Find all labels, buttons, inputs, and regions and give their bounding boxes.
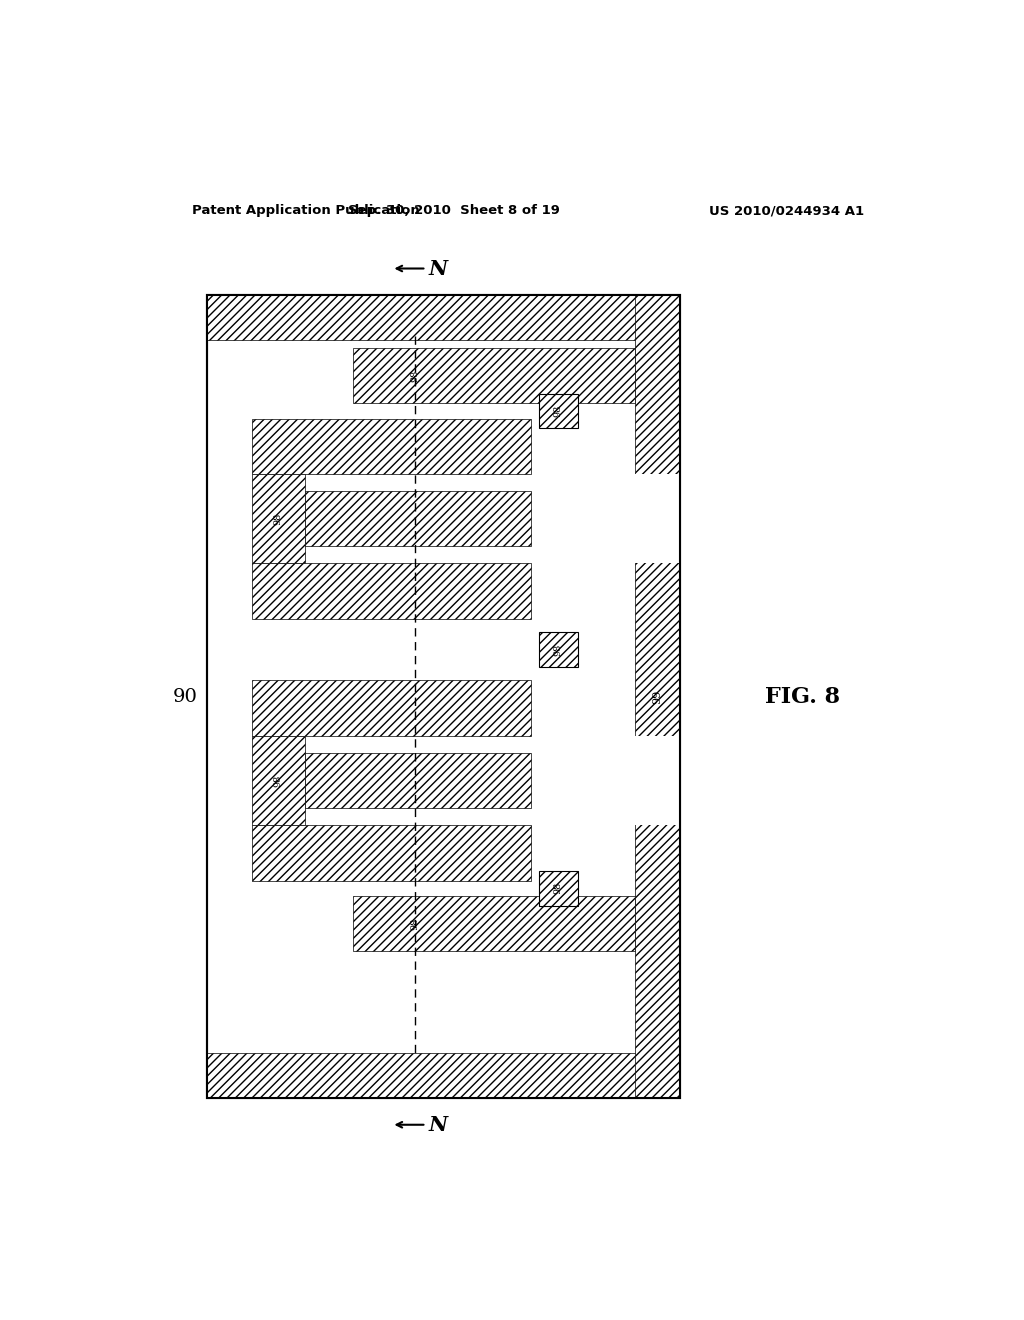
Bar: [635, 296, 680, 1098]
Bar: [252, 418, 531, 474]
Text: N: N: [428, 259, 447, 279]
Bar: [252, 681, 531, 737]
Text: 98: 98: [554, 405, 562, 417]
Text: 98: 98: [411, 370, 419, 381]
Bar: [252, 825, 531, 880]
Bar: [635, 737, 680, 825]
Bar: [635, 474, 680, 564]
Text: 98: 98: [273, 775, 283, 787]
Bar: [207, 1053, 680, 1098]
Text: 99: 99: [652, 689, 663, 704]
Bar: [252, 564, 531, 619]
Text: FIG. 8: FIG. 8: [765, 685, 840, 708]
Bar: [207, 296, 680, 1098]
Bar: [207, 296, 680, 341]
Text: Sep. 30, 2010  Sheet 8 of 19: Sep. 30, 2010 Sheet 8 of 19: [347, 205, 559, 218]
Text: US 2010/0244934 A1: US 2010/0244934 A1: [710, 205, 864, 218]
Text: 98: 98: [273, 512, 283, 525]
Bar: [252, 737, 305, 825]
Bar: [539, 871, 578, 906]
Text: 90: 90: [173, 688, 198, 706]
Text: 98: 98: [554, 644, 562, 656]
Bar: [305, 491, 531, 546]
Bar: [539, 632, 578, 667]
Bar: [252, 474, 305, 564]
Bar: [352, 896, 635, 952]
Text: N: N: [428, 1115, 447, 1135]
Bar: [305, 752, 531, 808]
Text: 98: 98: [554, 882, 562, 895]
Bar: [539, 393, 578, 428]
Bar: [207, 296, 680, 1098]
Bar: [352, 348, 635, 404]
Text: 98: 98: [411, 917, 419, 929]
Text: Patent Application Publication: Patent Application Publication: [191, 205, 419, 218]
